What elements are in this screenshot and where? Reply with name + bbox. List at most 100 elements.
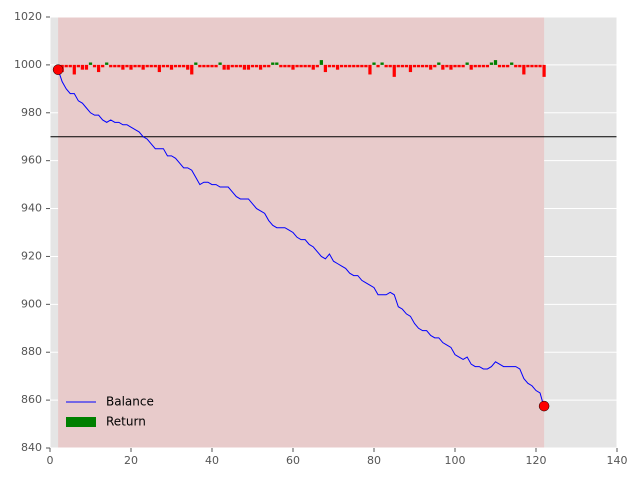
y-tick-label: 980 bbox=[21, 106, 42, 119]
return-bar bbox=[477, 64, 481, 68]
y-tick-label: 920 bbox=[21, 249, 42, 262]
return-bar bbox=[169, 64, 174, 70]
return-bar bbox=[344, 64, 348, 68]
return-bar bbox=[339, 64, 344, 68]
x-tick-label: 140 bbox=[607, 454, 628, 467]
balance-line bbox=[57, 69, 545, 408]
return-bar bbox=[133, 64, 137, 68]
return-bar bbox=[121, 64, 125, 70]
return-bar bbox=[331, 64, 336, 68]
return-bar bbox=[526, 64, 530, 68]
return-bar bbox=[194, 62, 198, 65]
y-tick-label: 880 bbox=[21, 345, 42, 358]
return-bar bbox=[315, 64, 319, 68]
return-bar bbox=[113, 64, 117, 68]
return-bar bbox=[437, 62, 441, 65]
return-bar bbox=[425, 64, 429, 68]
return-bar bbox=[404, 64, 409, 68]
return-bar bbox=[137, 64, 141, 68]
return-bar bbox=[429, 64, 433, 70]
legend-swatch bbox=[66, 417, 96, 427]
return-bar bbox=[153, 64, 157, 68]
y-tick-label: 860 bbox=[21, 393, 42, 406]
return-bar bbox=[420, 64, 425, 68]
return-bar bbox=[238, 64, 242, 68]
return-bar bbox=[510, 62, 514, 65]
return-bar bbox=[445, 64, 449, 68]
return-bar bbox=[88, 62, 93, 65]
return-bar bbox=[408, 64, 413, 73]
x-tick-label: 120 bbox=[526, 454, 547, 467]
return-bar bbox=[485, 64, 490, 68]
return-bar bbox=[376, 64, 380, 68]
return-bar bbox=[392, 64, 396, 77]
return-bar bbox=[287, 64, 291, 68]
return-bar bbox=[165, 64, 170, 68]
return-bar bbox=[433, 64, 437, 68]
return-bar bbox=[80, 64, 85, 70]
y-tick-label: 940 bbox=[21, 202, 42, 215]
return-bar bbox=[384, 64, 388, 68]
return-bar bbox=[173, 64, 178, 68]
return-bar bbox=[198, 64, 202, 68]
return-bar bbox=[518, 64, 522, 68]
x-tick-label: 60 bbox=[286, 454, 300, 467]
y-tick-label: 960 bbox=[21, 154, 42, 167]
return-bar bbox=[68, 64, 72, 68]
return-bar bbox=[514, 64, 518, 68]
return-bar bbox=[348, 64, 352, 68]
return-bar bbox=[311, 64, 315, 70]
marker bbox=[52, 64, 64, 75]
return-bar bbox=[481, 64, 485, 68]
return-bar bbox=[177, 64, 182, 68]
return-bar bbox=[72, 64, 76, 75]
return-bar bbox=[449, 64, 453, 70]
return-bar bbox=[149, 64, 153, 68]
return-bar bbox=[242, 64, 247, 70]
return-bar bbox=[364, 64, 368, 68]
return-bar bbox=[307, 64, 311, 68]
return-bar bbox=[279, 64, 283, 68]
y-tick-label: 840 bbox=[21, 441, 42, 454]
return-bar bbox=[157, 64, 161, 73]
return-bar bbox=[501, 64, 506, 68]
return-bar bbox=[206, 64, 210, 68]
y-tick-label: 1020 bbox=[14, 10, 42, 23]
return-bar bbox=[263, 64, 267, 68]
return-bar bbox=[400, 64, 404, 68]
return-bar bbox=[412, 64, 417, 68]
return-bar bbox=[461, 64, 465, 68]
return-bar bbox=[210, 64, 214, 68]
return-bar bbox=[145, 64, 149, 68]
return-bar bbox=[202, 64, 206, 68]
x-tick-label: 20 bbox=[124, 454, 138, 467]
return-bar bbox=[258, 64, 263, 70]
legend-label: Return bbox=[106, 415, 146, 429]
return-bar bbox=[190, 64, 194, 75]
return-bar bbox=[218, 62, 222, 65]
return-bar bbox=[453, 64, 457, 68]
marker bbox=[538, 400, 550, 412]
return-bar bbox=[246, 64, 251, 70]
shaded-span bbox=[58, 17, 545, 448]
return-bar bbox=[92, 64, 97, 68]
return-bar bbox=[493, 60, 498, 65]
y-tick-label: 1000 bbox=[14, 58, 42, 71]
return-bar bbox=[101, 64, 105, 68]
return-bar bbox=[534, 64, 538, 68]
return-bar bbox=[380, 62, 384, 65]
return-bar bbox=[323, 64, 328, 73]
return-bar bbox=[129, 64, 133, 70]
return-bar bbox=[327, 64, 332, 68]
return-bar bbox=[473, 64, 477, 68]
return-bar bbox=[84, 64, 89, 70]
return-bar bbox=[234, 64, 238, 68]
return-bar bbox=[530, 64, 534, 68]
return-bar bbox=[335, 64, 340, 70]
return-bar bbox=[96, 64, 101, 73]
x-tick-label: 40 bbox=[205, 454, 219, 467]
return-bar bbox=[360, 64, 364, 68]
return-bar bbox=[457, 64, 461, 68]
return-bar bbox=[291, 64, 295, 70]
